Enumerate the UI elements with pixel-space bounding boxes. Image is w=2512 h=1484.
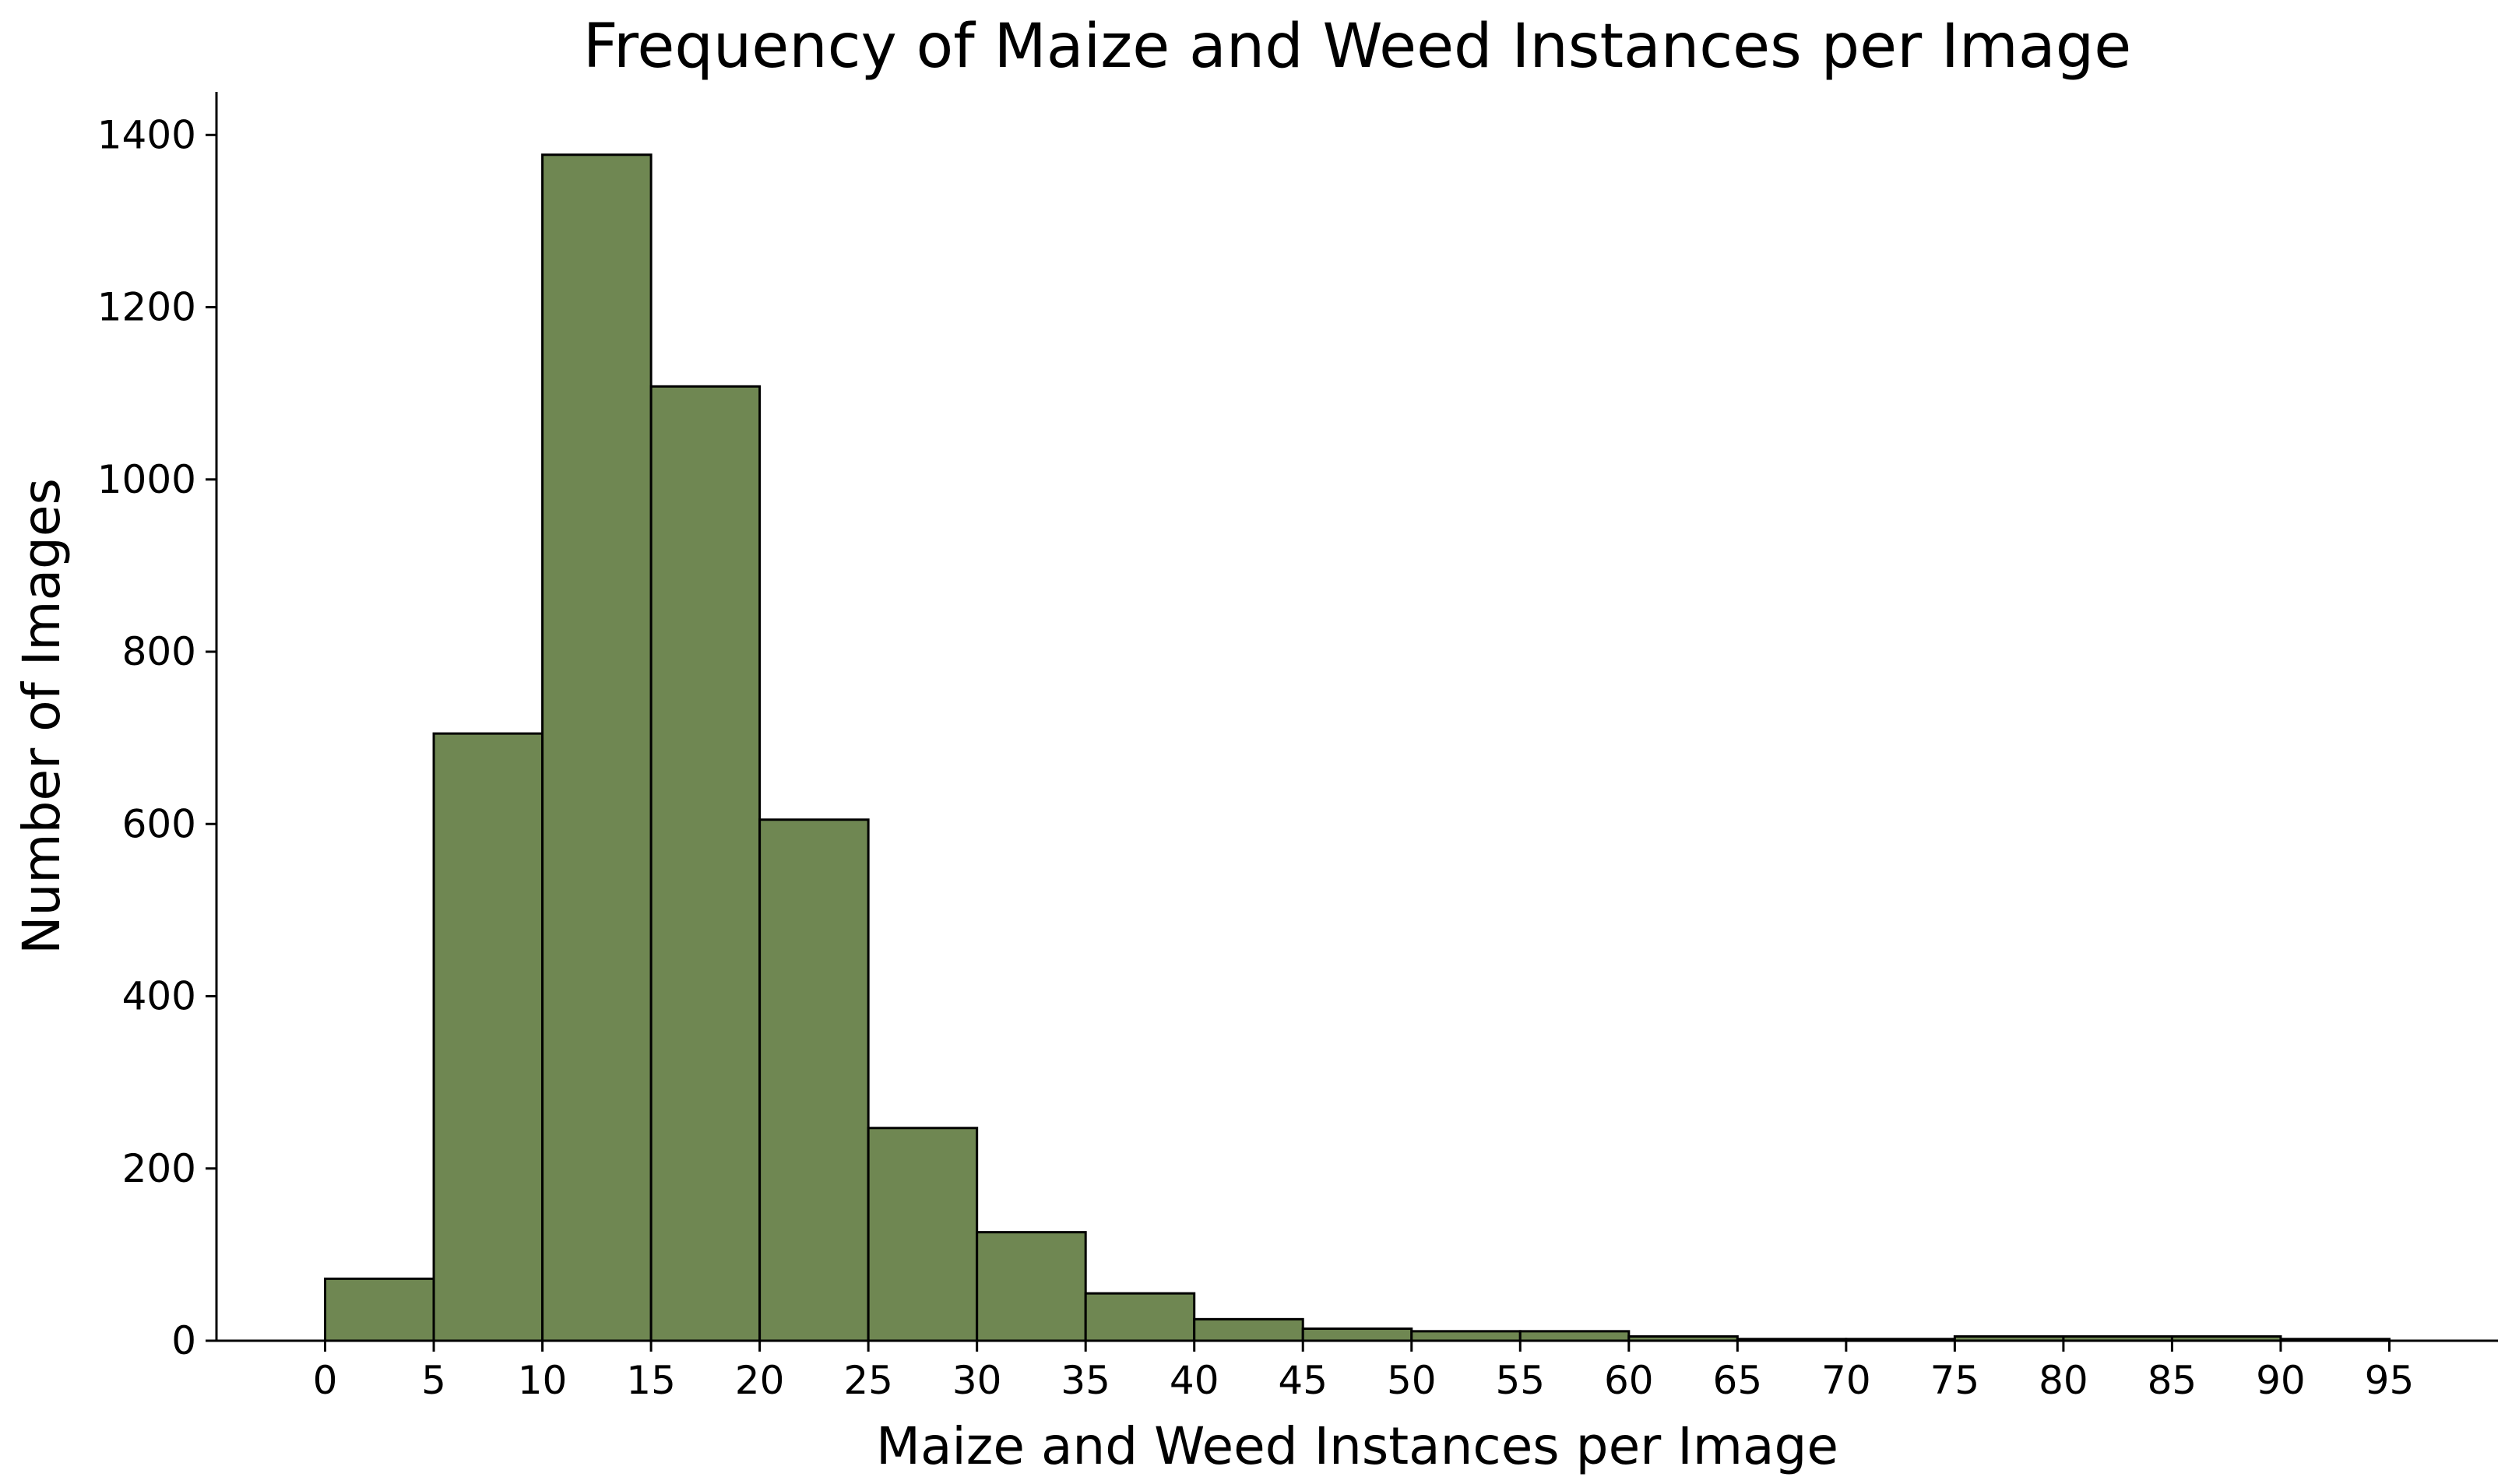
histogram-bar: [1301, 1328, 1413, 1342]
x-tick-label: 40: [1170, 1358, 1219, 1403]
y-tick-label: 0: [171, 1318, 196, 1363]
x-tick-label: 15: [626, 1358, 676, 1403]
y-tick-label: 1000: [97, 457, 196, 502]
y-ticks-group: 0 200 400 600 800 1000 1200 1400: [97, 112, 216, 1363]
y-axis-label: Number of Images: [12, 478, 72, 955]
x-tick-label: 0: [313, 1358, 338, 1403]
histogram-bar: [976, 1231, 1087, 1342]
x-tick-label: 30: [952, 1358, 1002, 1403]
x-tick-label: 35: [1061, 1358, 1110, 1403]
histogram-bar: [649, 385, 762, 1342]
x-tick-label: 55: [1495, 1358, 1545, 1403]
y-tick-label: 600: [122, 801, 196, 846]
y-tick-label: 1200: [97, 285, 196, 330]
x-tick-label: 70: [1821, 1358, 1871, 1403]
x-tick-label: 80: [2039, 1358, 2088, 1403]
histogram-bar: [432, 732, 544, 1342]
histogram-bar: [1084, 1292, 1196, 1342]
histogram-bar: [1193, 1317, 1304, 1342]
x-tick-label: 95: [2365, 1358, 2415, 1403]
histogram-bar: [324, 1277, 435, 1342]
x-tick-label: 60: [1604, 1358, 1654, 1403]
y-tick-label: 800: [122, 629, 196, 674]
x-ticks-group: 0 5 10 15 20 25 30 35 40 45 50 55 60 65 70 75 80 85 90 95: [313, 1341, 2415, 1403]
histogram-bar: [758, 818, 870, 1342]
x-tick-label: 85: [2148, 1358, 2197, 1403]
x-tick-label: 50: [1387, 1358, 1437, 1403]
x-tick-label: 90: [2256, 1358, 2306, 1403]
x-tick-label: 20: [735, 1358, 785, 1403]
chart-title: Frequency of Maize and Weed Instances pe…: [583, 12, 2131, 82]
y-tick-label: 200: [122, 1146, 196, 1191]
histogram-bar: [1518, 1330, 1631, 1342]
x-tick-label: 45: [1278, 1358, 1328, 1403]
x-tick-label: 25: [843, 1358, 893, 1403]
histogram-bar: [541, 153, 653, 1342]
x-tick-label: 75: [1930, 1358, 1980, 1403]
histogram-bar: [867, 1127, 979, 1342]
x-tick-label: 10: [518, 1358, 568, 1403]
y-tick-label: 1400: [97, 112, 196, 157]
x-tick-label: 5: [421, 1358, 446, 1403]
histogram-bar: [1410, 1330, 1522, 1342]
x-axis-label: Maize and Weed Instances per Image: [876, 1416, 1838, 1476]
bars-group: [324, 153, 2391, 1342]
y-tick-label: 400: [122, 974, 196, 1019]
x-tick-label: 65: [1713, 1358, 1763, 1403]
